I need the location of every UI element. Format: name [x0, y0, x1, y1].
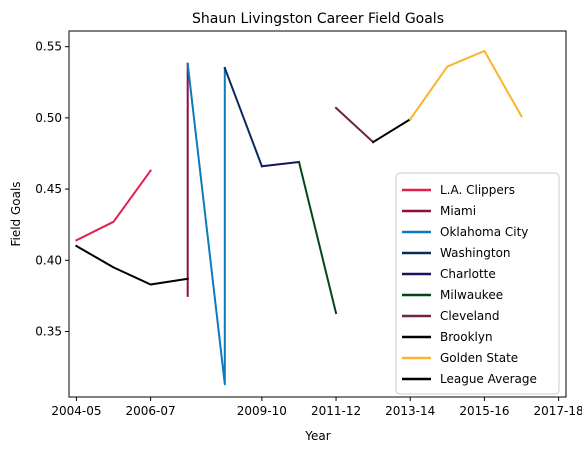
legend-label-7: Brooklyn — [440, 330, 493, 344]
plot-frame — [68, 30, 567, 398]
series-line-5 — [297, 160, 338, 315]
x-tick-label-4: 2013-14 — [385, 404, 435, 418]
chart-title: Shaun Livingston Career Field Goals — [192, 11, 444, 27]
y-tick-label-0: 0.35 — [35, 324, 62, 338]
series-line-7 — [371, 117, 412, 144]
legend-label-3: Washington — [440, 246, 511, 260]
legend-label-5: Milwaukee — [440, 288, 503, 302]
series-line-2 — [186, 62, 226, 386]
y-axis-title: Field Goals — [9, 181, 23, 246]
legend-label-2: Oklahoma City — [440, 225, 528, 239]
series-line-8 — [408, 49, 523, 121]
legend-label-4: Charlotte — [440, 267, 496, 281]
legend-label-1: Miami — [440, 204, 476, 218]
x-tick-label-1: 2006-07 — [126, 404, 176, 418]
x-tick-label-5: 2015-16 — [459, 404, 509, 418]
series-line-3 — [223, 66, 264, 168]
legend-label-9: League Average — [440, 372, 537, 386]
x-tick-label-2: 2009-10 — [237, 404, 287, 418]
y-tick-label-4: 0.55 — [35, 40, 62, 54]
y-tick-label-3: 0.50 — [35, 111, 62, 125]
plot-lines — [75, 49, 523, 386]
legend-label-8: Golden State — [440, 351, 518, 365]
y-axis: 0.35 0.40 0.45 0.50 0.55 — [35, 40, 69, 338]
legend-label-0: L.A. Clippers — [440, 183, 515, 197]
x-axis: 2004-05 2006-07 2009-10 2011-12 2013-14 2015-… — [51, 397, 582, 418]
series-line-6 — [334, 106, 375, 144]
legend-box — [395, 172, 560, 395]
x-axis-title: Year — [304, 429, 330, 443]
x-tick-label-3: 2011-12 — [311, 404, 361, 418]
y-tick-label-2: 0.45 — [35, 182, 62, 196]
y-tick-label-1: 0.40 — [35, 253, 62, 267]
series-line-9 — [75, 244, 189, 286]
legend-label-6: Cleveland — [440, 309, 500, 323]
x-tick-label-6: 2017-18 — [534, 404, 582, 418]
series-line-0 — [75, 169, 152, 242]
series-line-4 — [260, 160, 301, 168]
legend: L.A. Clippers Miami Oklahoma City Washingto… — [395, 172, 560, 395]
x-tick-label-0: 2004-05 — [51, 404, 101, 418]
